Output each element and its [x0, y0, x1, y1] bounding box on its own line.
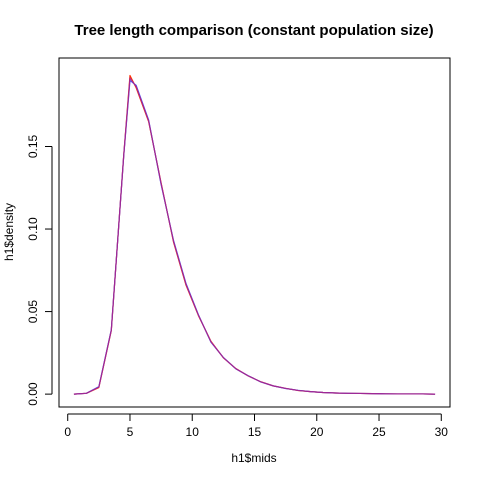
chart-title: Tree length comparison (constant populat…	[74, 22, 433, 39]
y-tick-label: 0.00	[26, 382, 40, 406]
x-tick-label: 20	[310, 425, 324, 439]
series-line-1	[73, 74, 436, 395]
x-tick-label: 10	[186, 425, 200, 439]
x-tick-label: 30	[435, 425, 449, 439]
series-layer	[73, 74, 436, 395]
x-tick-label: 0	[64, 425, 71, 439]
x-tick-label: 15	[248, 425, 262, 439]
x-tick-label: 25	[372, 425, 386, 439]
series-line-2	[73, 79, 436, 395]
y-tick-label: 0.10	[26, 217, 40, 241]
y-tick-label: 0.15	[26, 134, 40, 158]
y-axis-label: h1$density	[2, 203, 16, 261]
x-axis-label: h1$mids	[231, 451, 276, 465]
y-tick-label: 0.05	[26, 300, 40, 324]
plot-frame	[58, 57, 451, 408]
y-axis: 0.00 0.05 0.10 0.15	[26, 134, 53, 406]
series-overlap-line	[73, 77, 436, 395]
x-tick-label: 5	[127, 425, 134, 439]
x-axis: 0 5 10 15 20 25 30	[64, 413, 449, 439]
